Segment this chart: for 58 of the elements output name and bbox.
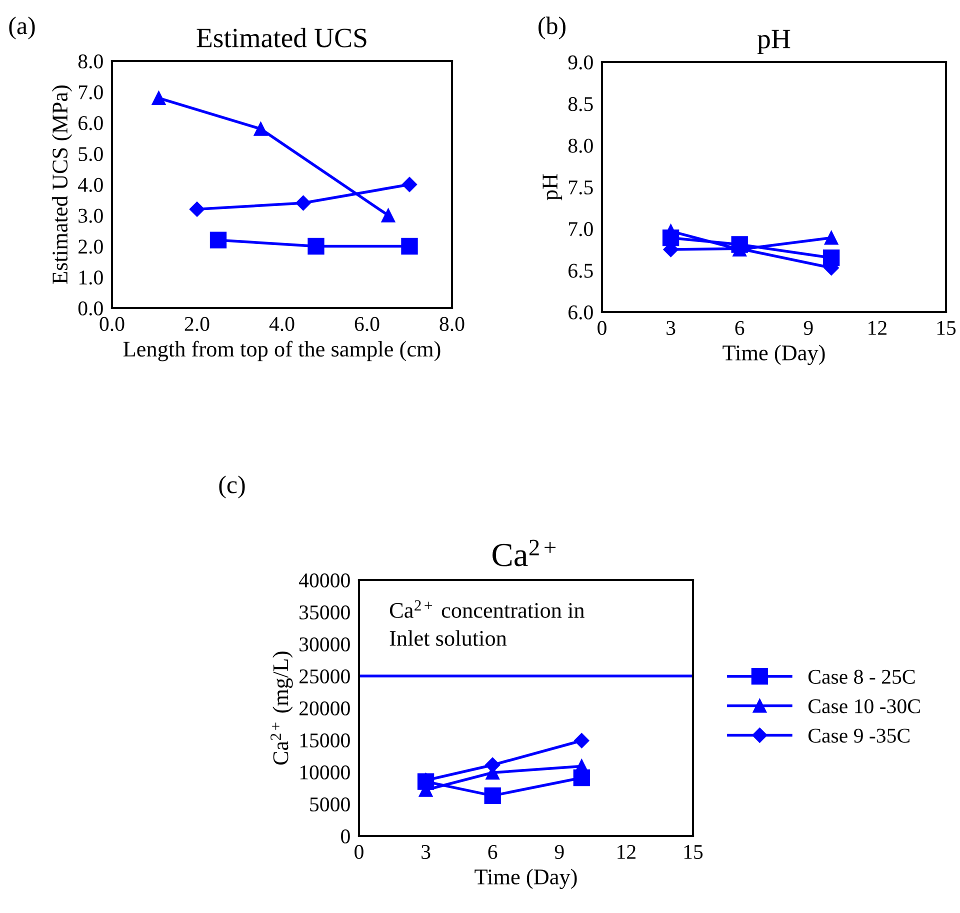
y-tick-label: 15000: [300, 733, 350, 748]
chart-title: Estimated UCS: [196, 28, 366, 48]
y-tick-label: 3.0: [78, 208, 103, 223]
y-tick-label: 0: [341, 829, 350, 844]
x-tick-label: 6.0: [354, 316, 380, 332]
y-tick-label: 4.0: [78, 178, 103, 192]
legend-label: Case 9 -35C: [808, 728, 910, 743]
chart-title: Ca$^{2+}$: [492, 540, 556, 566]
text: (a): [9, 16, 35, 40]
x-tick-label: 3: [422, 844, 430, 859]
x-axis-title: Time (Day): [474, 868, 577, 889]
y-tick-label: 8.0: [78, 54, 103, 69]
x-tick-label: 12: [868, 320, 886, 335]
chart-title: pH: [757, 30, 790, 54]
y-tick-label: 0.0: [78, 301, 103, 316]
text: (b): [538, 16, 566, 40]
x-tick-label: 6: [488, 844, 498, 859]
y-axis-title: pH: [542, 174, 562, 200]
y-tick-label: 5000: [310, 797, 350, 812]
y-axis-title: Estimated UCS (MPa): [52, 85, 72, 284]
y-tick-label: 8.0: [568, 138, 593, 153]
x-axis-title: Length from top of the sample (cm): [123, 340, 440, 362]
legend-label: Case 8 - 25C: [808, 670, 915, 684]
x-tick-label: 9: [554, 844, 564, 859]
y-tick-label: 5.0: [78, 147, 103, 162]
x-tick-label: 4.0: [269, 316, 294, 332]
y-tick-label: 9.0: [568, 55, 593, 70]
x-tick-label: 12: [618, 844, 636, 859]
x-tick-label: 0.0: [100, 316, 124, 332]
y-tick-label: 7.0: [569, 222, 593, 236]
y-tick-label: 20000: [300, 701, 350, 716]
x-tick-label: 8.0: [440, 316, 464, 332]
y-tick-label: 7.5: [569, 180, 593, 195]
y-tick-label: 2.0: [78, 240, 103, 254]
y-tick-label: 30000: [300, 637, 350, 652]
y-tick-label: 6.5: [568, 264, 593, 278]
ref-line-label: Ca$^{2+}$ concentration in Inlet solution: [390, 600, 584, 646]
text: (c): [219, 476, 245, 498]
y-tick-label: 6.0: [568, 305, 593, 320]
y-tick-label: 25000: [300, 669, 350, 684]
legend-label: Case 10 -30C: [808, 699, 920, 714]
x-tick-label: 9: [804, 320, 813, 335]
x-axis-title: Time (Day): [722, 344, 825, 365]
y-tick-label: 7.0: [79, 85, 103, 100]
y-tick-label: 40000: [298, 573, 350, 588]
x-tick-label: 2.0: [184, 316, 210, 332]
x-tick-label: 0: [354, 844, 364, 859]
y-axis-title: Ca$^{2+}$ (mg/L): [270, 652, 293, 765]
y-tick-label: 8.5: [568, 97, 593, 112]
y-tick-label: 10000: [300, 765, 350, 780]
y-tick-label: 6.0: [78, 116, 103, 130]
y-tick-label: 1.0: [79, 270, 103, 285]
x-tick-label: 0: [598, 320, 606, 335]
x-tick-label: 6: [735, 320, 744, 335]
y-tick-label: 35000: [300, 605, 350, 620]
x-tick-label: 15: [684, 845, 703, 859]
x-tick-label: 15: [937, 321, 956, 335]
x-tick-label: 3: [666, 320, 676, 335]
